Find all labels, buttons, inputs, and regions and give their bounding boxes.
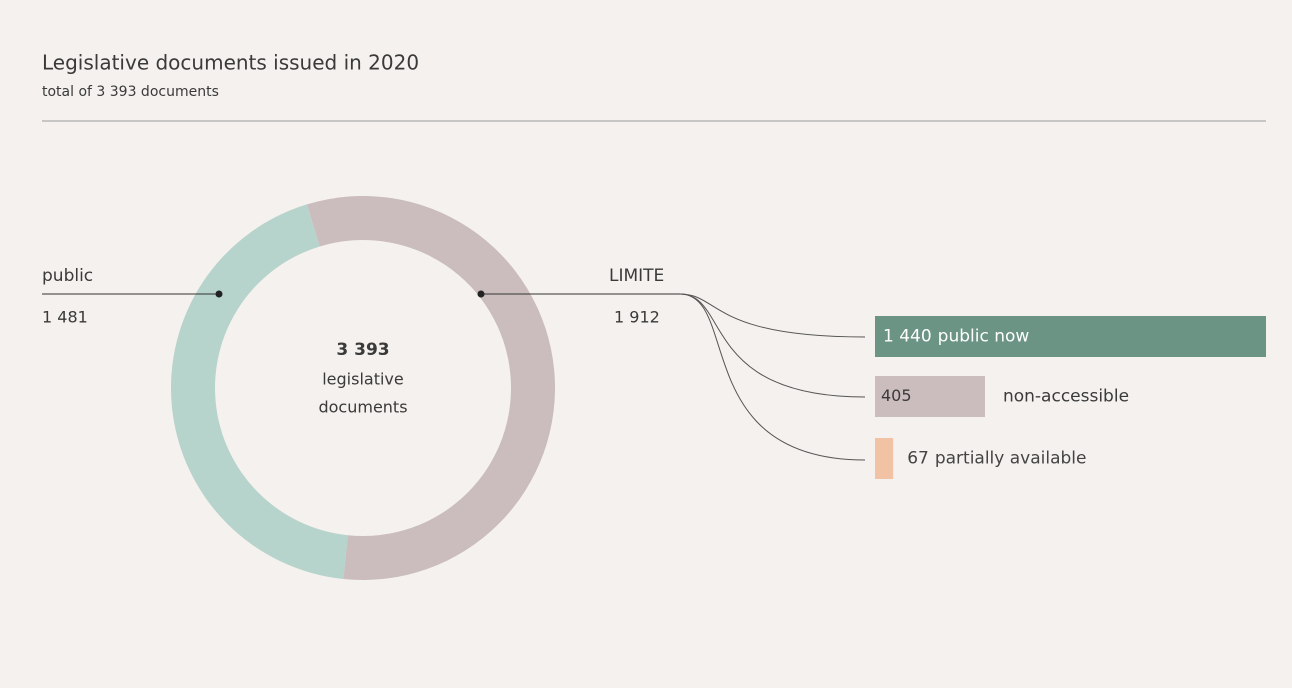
donut	[171, 195, 556, 580]
bar	[875, 316, 1266, 357]
category-label: public	[42, 266, 93, 286]
connector	[679, 293, 866, 338]
bar	[875, 376, 985, 417]
value-label: 1 481	[42, 308, 88, 327]
bar-label: 67 partially available	[907, 449, 1086, 469]
category-label: partially available	[935, 449, 1087, 469]
leader-dot	[477, 290, 485, 298]
donut-slice	[171, 204, 348, 579]
bars: 1 440 public now 405 non-accessible 67 partia…	[875, 316, 1266, 479]
center-label: documents	[318, 398, 407, 417]
value-label: 1 912	[614, 308, 660, 327]
donut-slice	[306, 195, 556, 580]
value-label: 67	[907, 449, 929, 469]
leader-dot	[215, 290, 223, 298]
value-label: 1 440	[883, 327, 932, 347]
center-total: 3 393	[336, 340, 389, 360]
category-label: non-accessible	[1003, 387, 1129, 407]
value-label: 405	[881, 386, 912, 405]
category-label: public now	[938, 327, 1030, 347]
connector	[679, 293, 866, 461]
chart-subtitle: total of 3 393 documents	[42, 84, 219, 100]
chart-title: Legislative documents issued in 2020	[42, 51, 419, 75]
bar-label: 1 440 public now	[883, 327, 1029, 347]
category-label: LIMITE	[609, 266, 664, 286]
bar	[875, 438, 894, 479]
center-label: legislative	[322, 370, 404, 389]
